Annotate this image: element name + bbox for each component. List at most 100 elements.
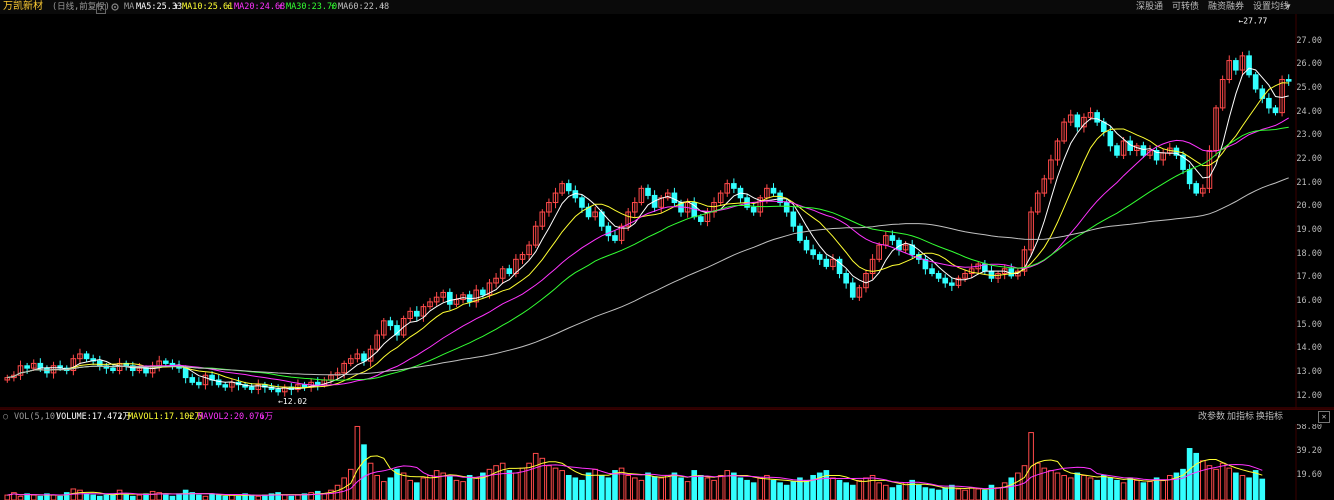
volume-bar — [301, 493, 308, 500]
convertible-bond-button[interactable]: 可转债 — [1172, 2, 1200, 12]
candle-body — [447, 291, 453, 305]
volume-bar — [691, 470, 698, 500]
volume-bar — [915, 484, 922, 500]
ma30-value: MA30:23.70 — [286, 2, 338, 12]
candle-body — [790, 211, 797, 227]
volume-tick-label: 19.60 — [1296, 469, 1322, 480]
stock-name[interactable]: 万凯新材 — [3, 1, 43, 12]
volume-bar — [163, 494, 169, 500]
candle-body — [17, 365, 24, 376]
volume-bar — [1008, 477, 1015, 500]
chart-mode[interactable]: (日线,前复权) — [52, 2, 110, 12]
candle-body — [189, 377, 196, 383]
ma60-arrow-icon: ↑ — [380, 2, 386, 12]
ma5-line — [7, 67, 1289, 390]
volume-bar — [724, 470, 731, 500]
volume-bar — [849, 484, 856, 500]
candle-body — [631, 202, 638, 213]
gear-icon[interactable] — [110, 0, 120, 17]
candle-body — [565, 183, 572, 192]
volume-bar — [433, 470, 440, 500]
volume-bar — [731, 472, 737, 500]
volume-bar — [698, 474, 704, 500]
price-tick-label: 23.00 — [1296, 130, 1322, 141]
candle-body — [1180, 154, 1186, 170]
candle-body — [215, 379, 222, 386]
volume-bar — [612, 470, 618, 500]
candle-body — [407, 310, 414, 319]
candle-body — [962, 273, 968, 279]
volume-bar — [361, 444, 367, 500]
candle-body — [816, 254, 823, 260]
candle-body — [1239, 55, 1246, 71]
candle-body — [889, 235, 896, 241]
volume-chevron-icon[interactable]: ○ — [3, 412, 9, 422]
volume-bar — [1233, 472, 1239, 500]
vol-label: VOL(5,10) — [14, 412, 61, 422]
candle-body — [1061, 121, 1067, 142]
margin-trading-button[interactable]: 融资融券 — [1208, 2, 1245, 12]
chevron-down-icon[interactable]: ▾ — [1286, 2, 1291, 12]
ma10-arrow-icon: ↑ — [226, 2, 232, 12]
candle-body — [1252, 74, 1259, 90]
volume-bar — [843, 482, 849, 500]
volume-bar — [896, 484, 902, 500]
volume-bar — [37, 495, 44, 500]
candle-body — [83, 353, 90, 360]
candle-body — [731, 183, 737, 189]
candle-body — [374, 334, 381, 350]
change-params-button[interactable]: 改参数 — [1198, 412, 1226, 422]
volume-bar — [380, 481, 387, 500]
candle-body — [671, 192, 678, 204]
candle-body — [539, 211, 546, 227]
help-icon[interactable]: ? — [96, 2, 106, 16]
ma20-arrow-icon: ↑ — [278, 2, 284, 12]
candle-body — [513, 258, 519, 275]
volume-bar — [1094, 479, 1100, 500]
candle-body — [645, 187, 651, 196]
volume-bar — [704, 477, 711, 500]
candle-body — [30, 362, 37, 369]
volume-bar — [975, 488, 982, 500]
candle-body — [843, 273, 849, 284]
volume-bar — [189, 492, 196, 500]
volume-bar — [262, 494, 268, 500]
volume-bar — [737, 477, 744, 500]
volume-bar — [671, 472, 678, 500]
price-tick-label: 15.00 — [1296, 319, 1322, 330]
candle-body — [1028, 211, 1034, 251]
volume-bar — [268, 493, 275, 500]
candle-body — [638, 187, 645, 204]
candle-body — [869, 258, 876, 275]
price-tick-label: 24.00 — [1296, 106, 1322, 117]
candle-body — [433, 296, 440, 303]
switch-indicator-button[interactable]: 换指标 — [1256, 412, 1284, 422]
volume-bar — [988, 484, 995, 500]
volume-bar — [1193, 452, 1200, 500]
candle-body — [222, 384, 229, 388]
candle-body — [1219, 79, 1226, 109]
ma-settings-button[interactable]: 设置均线 — [1253, 2, 1290, 12]
candle-body — [922, 258, 929, 270]
candle-body — [612, 235, 618, 241]
mavol2-line — [7, 463, 1263, 496]
volume-bar — [783, 484, 790, 500]
volume-bar — [222, 495, 229, 500]
volume-bar — [559, 470, 565, 500]
volume-bar — [585, 472, 592, 500]
kline-chart[interactable]: ←27.77 ←12.02 — [0, 14, 1334, 500]
volume-bar — [275, 492, 281, 500]
candle-body — [499, 268, 506, 279]
candle-body — [1266, 97, 1272, 109]
volume-bar — [949, 484, 955, 500]
candle-body — [955, 277, 962, 286]
add-indicator-button[interactable]: 加指标 — [1227, 412, 1255, 422]
close-icon[interactable]: ✕ — [1318, 411, 1330, 423]
candle-body — [777, 192, 783, 204]
candle-body — [275, 388, 281, 393]
hk-connect-button[interactable]: 深股通 — [1136, 2, 1164, 12]
volume-bar — [248, 494, 255, 500]
candle-body — [579, 197, 585, 208]
volume-bar — [1074, 472, 1081, 500]
volume-bar — [387, 477, 394, 500]
